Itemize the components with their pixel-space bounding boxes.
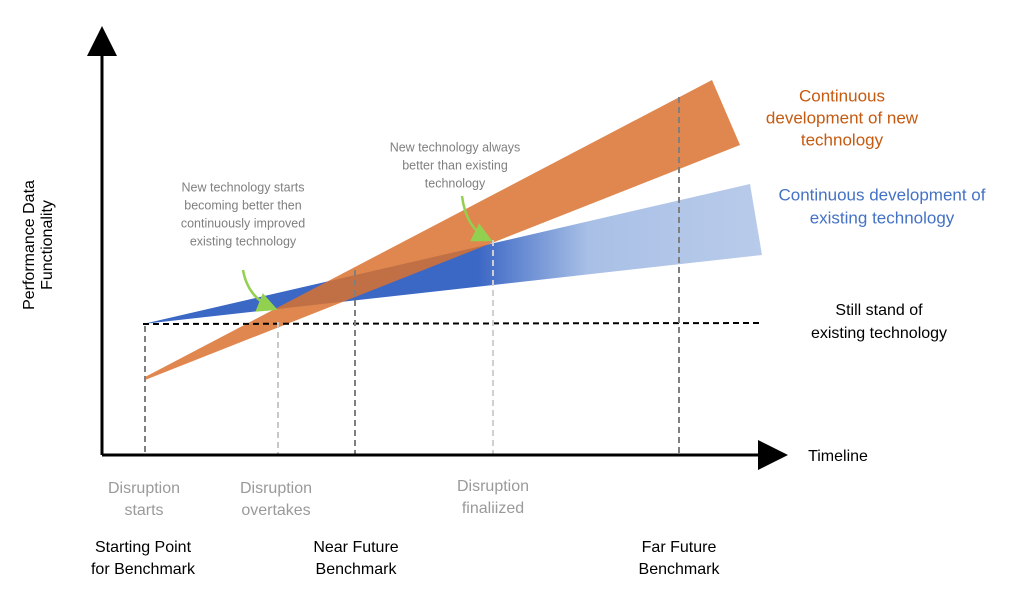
- annotation-arrow: [241, 269, 278, 312]
- annotation: continuously improved: [181, 216, 305, 230]
- guide-lines: [144, 97, 680, 455]
- milestone-label: overtakes: [241, 502, 310, 519]
- new-technology-label: development of new: [766, 108, 919, 127]
- new-technology-label: Continuous: [799, 86, 885, 105]
- still-stand-label: Still stand of: [835, 302, 923, 319]
- existing-technology-label: Continuous development of: [779, 185, 986, 204]
- milestone-label: starts: [124, 502, 163, 519]
- benchmark-label: Starting Point: [95, 539, 192, 556]
- still-stand-line: [142, 322, 763, 325]
- annotation: New technology starts: [182, 180, 305, 194]
- annotation: existing technology: [190, 234, 297, 248]
- milestone-label: Disruption: [108, 480, 180, 497]
- new-technology-label: technology: [801, 130, 884, 149]
- milestone-label: Disruption: [457, 478, 529, 495]
- annotation: technology: [425, 176, 486, 190]
- annotation: better than existing: [402, 158, 508, 172]
- benchmark-label: for Benchmark: [91, 561, 196, 578]
- existing-technology-label: existing technology: [810, 208, 955, 227]
- benchmark-label: Near Future: [313, 539, 398, 556]
- benchmark-label: Benchmark: [316, 561, 398, 578]
- annotation-arrow: [460, 195, 493, 242]
- still-stand-label: existing technology: [811, 325, 947, 342]
- y-axis-label: Functionality: [39, 200, 56, 290]
- milestone-label: Disruption: [240, 480, 312, 497]
- benchmark-label: Far Future: [642, 539, 717, 556]
- x-axis-label: Timeline: [808, 448, 868, 465]
- benchmark-label: Benchmark: [639, 561, 721, 578]
- annotation: New technology always: [390, 140, 521, 154]
- annotation: becoming better then: [184, 198, 301, 212]
- milestone-label: finaliized: [462, 500, 524, 517]
- y-axis-label: Performance Data: [21, 180, 38, 310]
- new-technology-band: [145, 80, 740, 380]
